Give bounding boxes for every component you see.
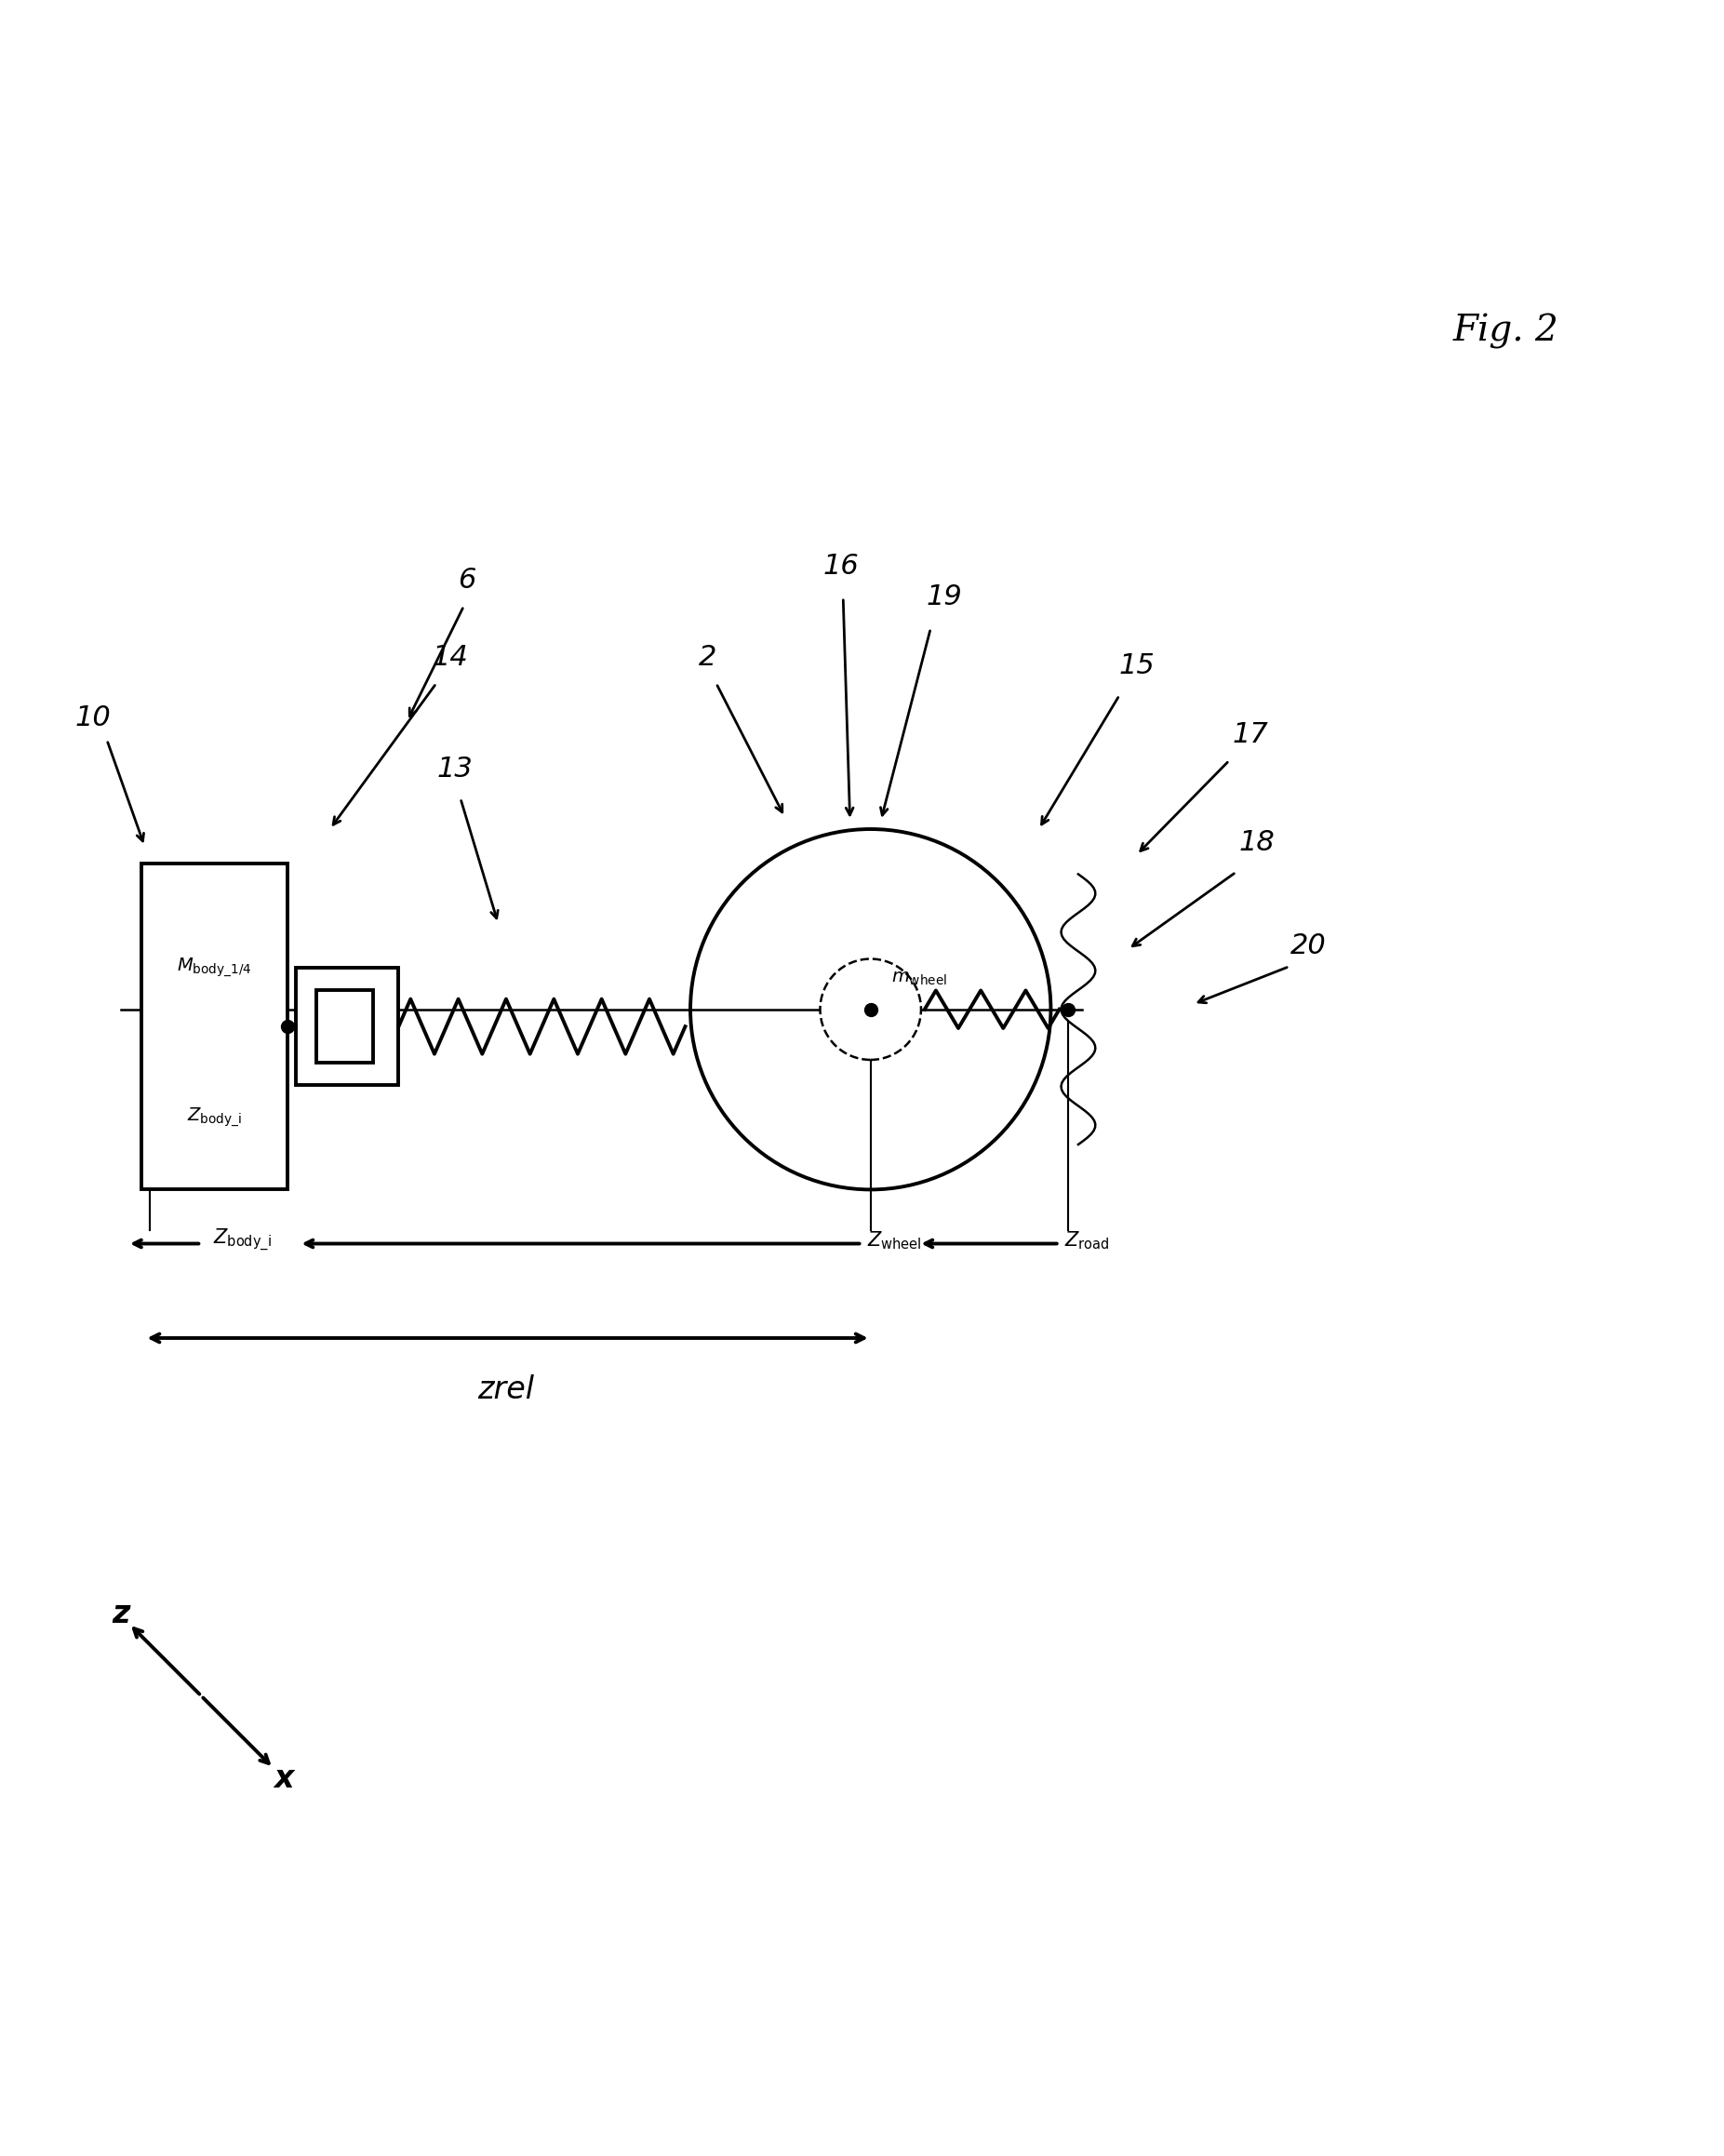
Text: Fig. 2: Fig. 2 xyxy=(1453,313,1558,349)
Text: $Z_{\rm body\_i}$: $Z_{\rm body\_i}$ xyxy=(186,1106,241,1130)
Text: z: z xyxy=(112,1598,129,1630)
Bar xyxy=(141,862,288,1190)
Text: 6: 6 xyxy=(459,567,476,593)
Text: zrel: zrel xyxy=(478,1373,534,1406)
Text: 18: 18 xyxy=(1240,830,1274,856)
Circle shape xyxy=(690,830,1052,1190)
Text: 13: 13 xyxy=(438,755,474,783)
Bar xyxy=(295,968,398,1084)
Text: $Z_{\rm road}$: $Z_{\rm road}$ xyxy=(1064,1229,1110,1250)
Text: 19: 19 xyxy=(926,584,962,610)
Text: 16: 16 xyxy=(824,552,860,580)
Text: 10: 10 xyxy=(76,705,110,731)
Text: $Z_{\rm wheel}$: $Z_{\rm wheel}$ xyxy=(867,1229,922,1250)
Text: 2: 2 xyxy=(698,645,717,671)
Text: $m_{\rm wheel}$: $m_{\rm wheel}$ xyxy=(891,970,946,987)
Text: 15: 15 xyxy=(1119,653,1155,679)
Text: 14: 14 xyxy=(433,645,469,671)
Text: 20: 20 xyxy=(1290,931,1326,959)
Circle shape xyxy=(821,959,921,1061)
Text: x: x xyxy=(274,1764,293,1794)
Text: 17: 17 xyxy=(1233,722,1267,748)
Bar xyxy=(315,990,372,1063)
Text: $Z_{\rm body\_i}$: $Z_{\rm body\_i}$ xyxy=(214,1227,272,1253)
Text: $M_{\rm body\_1/4}$: $M_{\rm body\_1/4}$ xyxy=(176,957,252,979)
